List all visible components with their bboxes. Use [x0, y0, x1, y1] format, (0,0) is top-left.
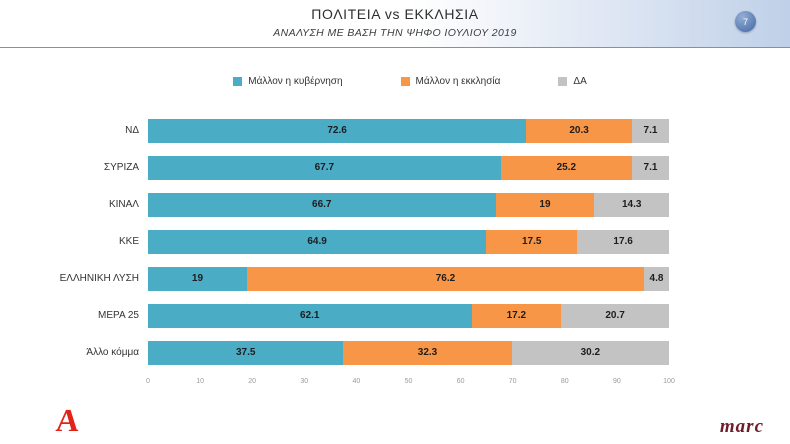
legend-item: Μάλλον η κυβέρνηση: [233, 76, 343, 87]
chart-row: ΕΛΛΗΝΙΚΗ ΛΥΣΗ 19 76.2 4.8: [0, 260, 790, 297]
chart-legend: Μάλλον η κυβέρνηση Μάλλον η εκκλησία ΔΑ: [90, 76, 730, 87]
chart-rows: ΝΔ 72.6 20.3 7.1 ΣΥΡΙΖΑ 67.7 25.2 7.1 ΚΙΝΑΛ 66.7 1…: [0, 112, 790, 371]
legend-label: ΔΑ: [573, 76, 587, 87]
page-number-badge: 7: [735, 11, 756, 32]
x-axis-tick: 50: [404, 378, 413, 385]
bar-segment: 14.3: [594, 192, 669, 217]
x-axis-tick: 10: [196, 378, 204, 385]
bar-segment: 76.2: [246, 266, 644, 291]
bar-segment: 17.5: [486, 229, 578, 254]
row-label: Άλλο κόμμα: [86, 347, 139, 358]
bar-segment: 7.1: [631, 155, 669, 180]
chart-subtitle: ΑΝΑΛΥΣΗ ΜΕ ΒΑΣΗ ΤΗΝ ΨΗΦΟ ΙΟΥΛΙΟΥ 2019: [273, 27, 517, 39]
row-label: ΜΕΡΑ 25: [98, 310, 139, 321]
bar-track: 72.6 20.3 7.1: [148, 118, 669, 143]
bar-segment: 17.6: [577, 229, 669, 254]
legend-label: Μάλλον η εκκλησία: [415, 76, 501, 87]
x-axis-tick: 30: [300, 378, 309, 385]
legend-label: Μάλλον η κυβέρνηση: [248, 76, 343, 87]
chart-row: ΚΚΕ 64.9 17.5 17.6: [0, 223, 790, 260]
bar-track: 19 76.2 4.8: [148, 266, 669, 291]
bar-segment: 37.5: [148, 340, 344, 365]
bar-segment: 4.8: [643, 266, 669, 291]
bar-segment: 62.1: [148, 303, 472, 328]
chart-row: Άλλο κόμμα 37.5 32.3 30.2: [0, 334, 790, 371]
bar-segment: 66.7: [148, 192, 496, 217]
row-label: ΝΔ: [125, 125, 139, 136]
legend-item: ΔΑ: [558, 76, 587, 87]
bar-segment: 30.2: [511, 340, 669, 365]
marc-logo: marc: [719, 416, 764, 437]
bar-segment: 64.9: [148, 229, 487, 254]
row-label: ΣΥΡΙΖΑ: [103, 162, 139, 173]
x-axis-tick: 100: [663, 378, 675, 385]
alpha-tv-logo: A: [54, 402, 81, 438]
bar-segment: 20.7: [561, 303, 669, 328]
bar-segment: 17.2: [471, 303, 562, 328]
legend-swatch: [233, 77, 243, 86]
bar-segment: 67.7: [148, 155, 501, 180]
bar-segment: 32.3: [343, 340, 512, 365]
legend-swatch: [400, 77, 410, 86]
x-axis-tick: 40: [352, 378, 361, 385]
bar-track: 67.7 25.2 7.1: [148, 155, 669, 180]
bar-segment: 25.2: [500, 155, 632, 180]
x-axis-tick: 90: [612, 378, 621, 385]
bar-track: 66.7 19 14.3: [148, 192, 669, 217]
chart-row: ΝΔ 72.6 20.3 7.1: [0, 112, 790, 149]
bar-segment: 72.6: [148, 118, 527, 143]
bar-track: 62.1 17.2 20.7: [148, 303, 669, 328]
chart-row: ΜΕΡΑ 25 62.1 17.2 20.7: [0, 297, 790, 334]
bar-segment: 7.1: [631, 118, 669, 143]
x-axis: 0 10 20 30 40 50 60 70 80 90 100: [146, 378, 675, 390]
slide-header: ΠΟΛΙΤΕΙΑ vs ΕΚΚΛΗΣΙΑ ΑΝΑΛΥΣΗ ΜΕ ΒΑΣΗ ΤΗΝ…: [0, 0, 790, 48]
row-label: ΕΛΛΗΝΙΚΗ ΛΥΣΗ: [59, 273, 139, 284]
chart-title: ΠΟΛΙΤΕΙΑ vs ΕΚΚΛΗΣΙΑ: [311, 6, 479, 22]
bar-segment: 20.3: [526, 118, 632, 143]
x-axis-tick: 20: [248, 378, 257, 385]
row-label: ΚΚΕ: [118, 236, 139, 247]
legend-item: Μάλλον η εκκλησία: [400, 76, 501, 87]
row-label: ΚΙΝΑΛ: [108, 199, 139, 210]
x-axis-tick: 0: [146, 378, 150, 385]
x-axis-tick: 70: [508, 378, 517, 385]
x-axis-tick: 80: [560, 378, 569, 385]
x-axis-tick: 60: [456, 378, 465, 385]
bar-track: 64.9 17.5 17.6: [148, 229, 669, 254]
bar-segment: 19: [495, 192, 595, 217]
chart-row: ΚΙΝΑΛ 66.7 19 14.3: [0, 186, 790, 223]
bar-track: 37.5 32.3 30.2: [148, 340, 669, 365]
legend-swatch: [558, 77, 568, 86]
bar-segment: 19: [148, 266, 247, 291]
chart-row: ΣΥΡΙΖΑ 67.7 25.2 7.1: [0, 149, 790, 186]
